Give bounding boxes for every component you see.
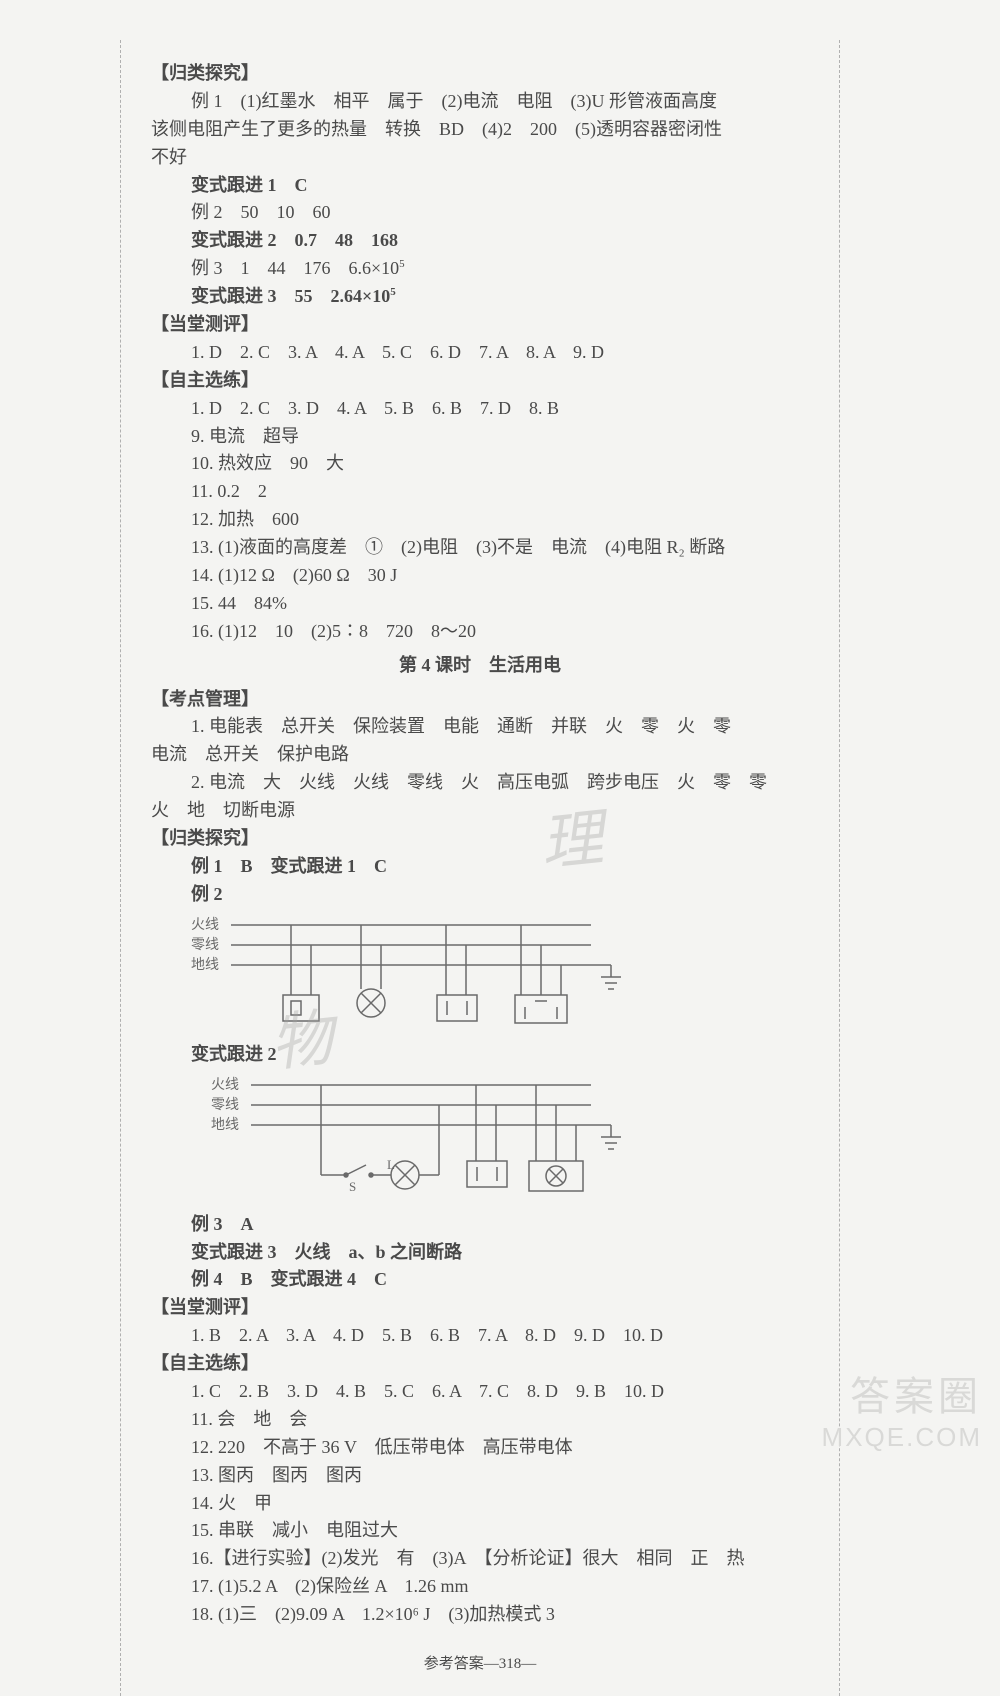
corner-watermark: 答案圈 MXQE.COM	[822, 1364, 982, 1453]
page-footer: 参考答案—318—	[151, 1653, 809, 1676]
zz2-l13: 13. 图丙 图丙 图丙	[151, 1462, 809, 1490]
dt2: 1. B 2. A 3. A 4. D 5. B 6. B 7. A 8. D …	[151, 1322, 809, 1350]
kd-l2b: 火 地 切断电源	[151, 797, 809, 825]
zz2-l18: 18. (1)三 (2)9.09 A 1.2×10⁶ J (3)加热模式 3	[151, 1601, 809, 1629]
heading-zizhu-2: 【自主选练】	[151, 1350, 809, 1378]
sec1-bs2: 变式跟进 2 0.7 48 168	[151, 227, 809, 255]
sec1-ex1c: 不好	[151, 144, 809, 172]
zz1-l16: 16. (1)12 10 (2)5∶8 720 8～20	[151, 618, 809, 646]
heading-dangtang-2: 【当堂测评】	[151, 1294, 809, 1322]
zz1-l12: 12. 加热 600	[151, 506, 809, 534]
dt1: 1. D 2. C 3. A 4. A 5. C 6. D 7. A 8. A …	[151, 339, 809, 367]
kd-l2a: 2. 电流 大 火线 火线 零线 火 高压电弧 跨步电压 火 零 零	[151, 769, 809, 797]
gl2-bs3: 变式跟进 3 火线 a、b 之间断路	[151, 1239, 809, 1267]
zz1-l13: 13. (1)液面的高度差 ① (2)电阻 (3)不是 电流 (4)电阻 R₂ …	[151, 534, 809, 562]
svg-text:L: L	[387, 1157, 395, 1172]
gl2-ex4: 例 4 B 变式跟进 4 C	[151, 1266, 809, 1294]
sec1-ex1a: 例 1 (1)红墨水 相平 属于 (2)电流 电阻 (3)U 形管液面高度	[151, 88, 809, 116]
gl2-ex3: 例 3 A	[151, 1211, 809, 1239]
heading-zizhu-1: 【自主选练】	[151, 367, 809, 395]
kd-l1a: 1. 电能表 总开关 保险装置 电能 通断 并联 火 零 火 零	[151, 713, 809, 741]
sec1-ex3: 例 3 1 44 176 6.6×105	[151, 255, 809, 283]
zz1-l11: 11. 0.2 2	[151, 478, 809, 506]
sec1-ex3-t: 例 3 1 44 176 6.6×10	[191, 258, 399, 278]
d1-ling: 零线	[191, 937, 219, 953]
zz2-l16: 16.【进行实验】(2)发光 有 (3)A 【分析论证】很大 相同 正 热	[151, 1545, 809, 1573]
d1-di: 地线	[191, 957, 219, 973]
d2-ling: 零线	[211, 1097, 239, 1113]
corner-ch: 答案圈	[822, 1364, 982, 1422]
zz1-l10: 10. 热效应 90 大	[151, 450, 809, 478]
sec1-bs3: 变式跟进 3 55 2.64×105	[151, 283, 809, 311]
page-content: 【归类探究】 document.querySelector('[data-nam…	[120, 40, 840, 1696]
sec1-ex2: 例 2 50 10 60	[151, 199, 809, 227]
sec1-ex1b: 该侧电阻产生了更多的热量 转换 BD (4)2 200 (5)透明容器密闭性	[151, 116, 809, 144]
circuit-diagram-1: 火线 零线 地线	[151, 915, 809, 1035]
heading-dangtang-1: 【当堂测评】	[151, 311, 809, 339]
d2-di: 地线	[211, 1117, 239, 1133]
lesson-4-title: 第 4 课时 生活用电	[151, 652, 809, 680]
zz2-l11: 11. 会 地 会	[151, 1406, 809, 1434]
d2-huo: 火线	[211, 1077, 239, 1093]
sec1-ex3-sup: 5	[399, 258, 405, 270]
heading-guilei: 【归类探究】	[151, 60, 809, 88]
gl2-ex1: 例 1 B 变式跟进 1 C	[151, 853, 809, 881]
zz1-l14: 14. (1)12 Ω (2)60 Ω 30 J	[151, 562, 809, 590]
gl2-bs2-label: 变式跟进 2	[151, 1041, 809, 1069]
zz2-l15: 15. 串联 减小 电阻过大	[151, 1517, 809, 1545]
svg-text:S: S	[349, 1179, 356, 1194]
gl2-ex2-label: 例 2	[191, 884, 223, 904]
kd-l1b: 电流 总开关 保护电路	[151, 741, 809, 769]
gl2-ex2-row: 例 2	[151, 881, 809, 909]
zz2-l1: 1. C 2. B 3. D 4. B 5. C 6. A 7. C 8. D …	[151, 1378, 809, 1406]
sec1-bs3-sup: 5	[390, 286, 396, 298]
heading-kaodian: 【考点管理】	[151, 686, 809, 714]
d1-huo: 火线	[191, 917, 219, 933]
heading-guilei-2: 【归类探究】	[151, 825, 809, 853]
zz2-l14: 14. 火 甲	[151, 1490, 809, 1518]
zz2-l12: 12. 220 不高于 36 V 低压带电体 高压带电体	[151, 1434, 809, 1462]
zz1-l1: 1. D 2. C 3. D 4. A 5. B 6. B 7. D 8. B	[151, 395, 809, 423]
zz1-l9: 9. 电流 超导	[151, 423, 809, 451]
corner-en: MXQE.COM	[822, 1422, 982, 1453]
zz1-l15: 15. 44 84%	[151, 590, 809, 618]
zz2-l17: 17. (1)5.2 A (2)保险丝 A 1.26 mm	[151, 1573, 809, 1601]
sec1-bs3-t: 变式跟进 3 55 2.64×10	[191, 286, 390, 306]
circuit-diagram-2: 火线 零线 地线 S	[151, 1075, 809, 1205]
sec1-bs1: 变式跟进 1 C	[151, 172, 809, 200]
